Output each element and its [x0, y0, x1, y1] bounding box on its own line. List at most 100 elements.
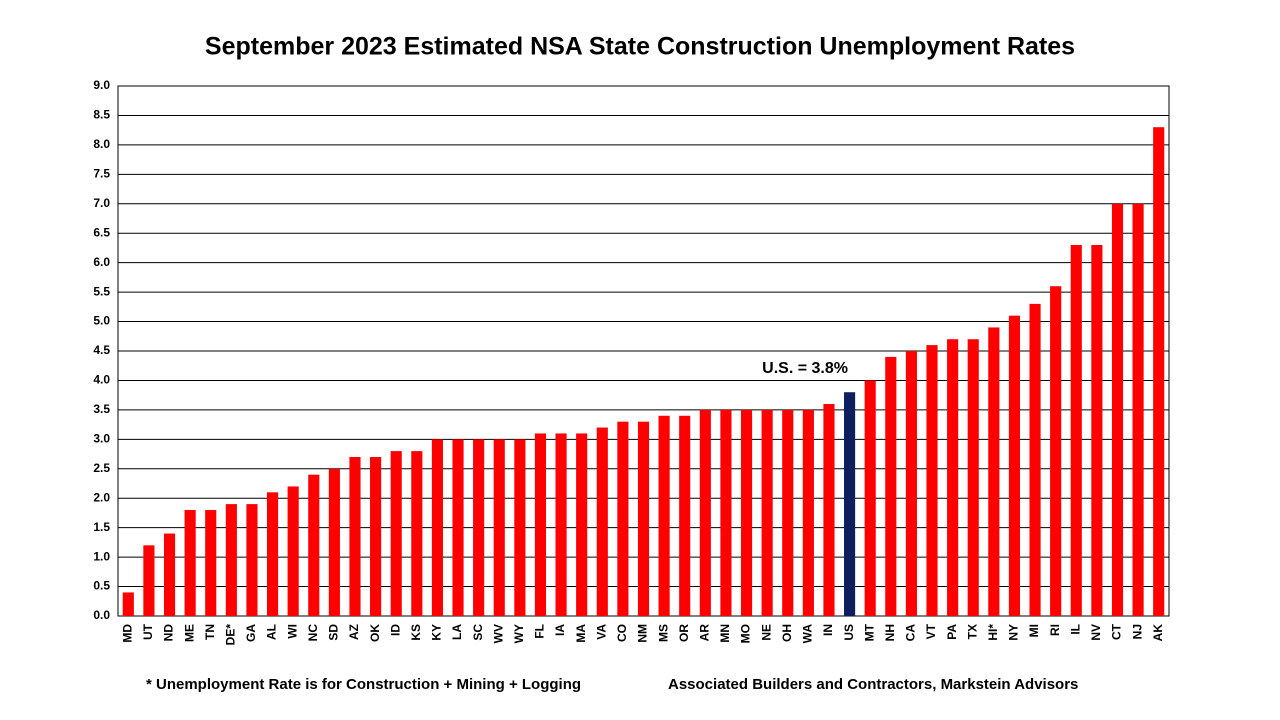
- x-tick-label: SC: [471, 624, 485, 641]
- x-tick-label: OK: [368, 624, 382, 642]
- x-tick-label: WY: [512, 624, 526, 643]
- bar: [720, 409, 732, 616]
- bar: [740, 409, 753, 616]
- bar: [328, 468, 340, 616]
- bar: [967, 339, 979, 616]
- x-tick-label: TX: [965, 624, 979, 639]
- x-tick-label: MO: [739, 624, 753, 643]
- y-tick-label: 7.5: [93, 167, 110, 181]
- x-tick-label: TN: [203, 624, 217, 640]
- bar: [617, 421, 629, 616]
- bar: [947, 339, 959, 616]
- x-tick-label: MI: [1027, 624, 1041, 637]
- y-tick-label: 4.5: [93, 343, 110, 357]
- bar: [782, 409, 794, 616]
- y-tick-label: 0.0: [93, 608, 110, 622]
- bar: [926, 345, 938, 616]
- y-tick-label: 8.0: [93, 137, 110, 151]
- bar: [1008, 315, 1021, 616]
- x-tick-label: NV: [1089, 624, 1103, 641]
- y-tick-label: 3.5: [93, 402, 110, 416]
- x-tick-label: SD: [327, 624, 341, 641]
- x-tick-label: IN: [821, 624, 835, 636]
- bar: [143, 545, 155, 616]
- bar: [596, 427, 608, 616]
- x-tick-label: OR: [677, 624, 691, 642]
- y-tick-label: 6.5: [93, 225, 110, 239]
- x-tick-label: OH: [780, 624, 794, 642]
- x-tick-label: CA: [904, 624, 918, 642]
- x-tick-label: NH: [883, 624, 897, 641]
- x-tick-label: AK: [1151, 624, 1165, 642]
- bar: [184, 510, 196, 616]
- bar: [555, 433, 567, 616]
- x-tick-label: NE: [759, 624, 773, 641]
- bar: [823, 404, 835, 616]
- x-tick-label: GA: [244, 624, 258, 642]
- x-tick-label: NC: [306, 624, 320, 642]
- annotation: U.S. = 3.8%: [762, 360, 848, 377]
- bar: [122, 592, 134, 616]
- bar: [163, 533, 176, 616]
- x-tick-label: CT: [1110, 623, 1124, 640]
- bar: [885, 356, 897, 616]
- x-tick-label: WA: [801, 624, 815, 644]
- y-tick-label: 9.0: [93, 78, 110, 92]
- bar: [658, 415, 670, 616]
- bar: [1153, 127, 1165, 616]
- x-tick-label: ND: [162, 624, 176, 642]
- y-tick-label: 0.5: [93, 579, 110, 593]
- y-tick-label: 2.5: [93, 461, 110, 475]
- y-tick-label: 6.0: [93, 255, 110, 269]
- x-tick-label: MD: [120, 624, 134, 643]
- x-tick-label: CO: [615, 624, 629, 642]
- bar: [473, 439, 485, 616]
- x-tick-label: NJ: [1130, 624, 1144, 639]
- y-tick-label: 4.0: [93, 373, 110, 387]
- bar: [1029, 303, 1041, 616]
- bar: [802, 409, 814, 616]
- bar: [308, 474, 320, 616]
- x-tick-label: MT: [862, 623, 876, 641]
- y-tick-label: 1.0: [93, 549, 110, 563]
- bar: [370, 457, 382, 616]
- x-tick-label: AL: [265, 624, 279, 640]
- y-tick-label: 1.5: [93, 520, 110, 534]
- y-tick-label: 5.0: [93, 314, 110, 328]
- x-tick-label: KY: [430, 624, 444, 641]
- x-tick-label: KS: [409, 624, 423, 641]
- x-tick-label: IL: [1068, 624, 1082, 635]
- x-tick-label: HI*: [986, 624, 1000, 641]
- x-tick-label: RI: [1048, 624, 1062, 636]
- x-tick-label: NY: [1007, 624, 1021, 641]
- bar: [1091, 245, 1103, 616]
- bar: [1070, 245, 1082, 616]
- bar: [534, 433, 547, 616]
- bar: [431, 439, 443, 616]
- bar: [864, 380, 876, 616]
- bar: [988, 327, 1000, 616]
- bar: [905, 351, 917, 616]
- bar: [205, 510, 217, 616]
- x-tick-label: VT: [924, 623, 938, 639]
- x-tick-label: MS: [656, 624, 670, 642]
- bar: [225, 504, 237, 616]
- x-tick-label: PA: [945, 624, 959, 640]
- x-tick-label: IA: [553, 624, 567, 636]
- y-tick-label: 5.5: [93, 284, 110, 298]
- source: Associated Builders and Contractors, Mar…: [668, 676, 1078, 693]
- x-tick-label: AR: [697, 624, 711, 642]
- x-tick-label: ID: [388, 624, 402, 636]
- x-tick-label: UT: [141, 623, 155, 640]
- x-tick-label: NM: [636, 624, 650, 643]
- bar: [493, 439, 505, 616]
- y-tick-label: 8.5: [93, 108, 110, 122]
- bar: [637, 421, 650, 616]
- bar: [844, 392, 856, 616]
- bar: [266, 492, 279, 616]
- bar: [452, 439, 464, 616]
- x-tick-label: LA: [450, 624, 464, 640]
- bar: [576, 433, 588, 616]
- bar: [287, 486, 299, 616]
